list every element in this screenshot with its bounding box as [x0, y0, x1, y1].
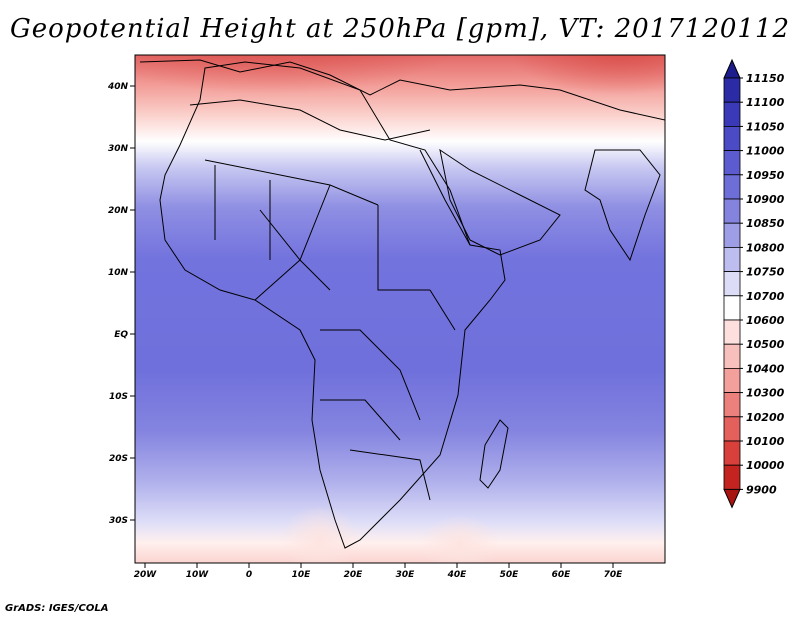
- lon-label-10e: 10E: [292, 570, 312, 580]
- colorbar-swatch: [723, 77, 741, 103]
- colorbar-label: 11100: [746, 96, 785, 109]
- lat-label-20s: 20S: [109, 454, 128, 464]
- colorbar-swatch: [723, 319, 741, 345]
- colorbar-label: 10500: [746, 338, 785, 351]
- lat-label-10n: 10N: [108, 268, 129, 278]
- lon-label-0: 0: [246, 570, 252, 580]
- colorbar-label: 9900: [746, 483, 777, 496]
- lon-label-20e: 20E: [344, 570, 364, 580]
- colorbar-swatch: [723, 367, 741, 393]
- lon-label-40e: 40E: [447, 570, 468, 580]
- colorbar-label: 10600: [746, 314, 785, 327]
- lat-label-20n: 20N: [108, 206, 129, 216]
- colorbar-bottom-arrow: [723, 488, 741, 509]
- colorbar-swatch: [723, 464, 741, 490]
- map-frame: [134, 54, 666, 564]
- colorbar-label: 10750: [746, 266, 785, 279]
- coastlines: [139, 59, 665, 549]
- colorbar-swatch: [723, 174, 741, 200]
- europe-outline: [139, 59, 665, 121]
- lon-label-50e: 50E: [500, 570, 520, 580]
- lat-label-40n: 40N: [107, 82, 129, 92]
- colorbar-swatch: [723, 440, 741, 466]
- lon-label-70e: 70E: [604, 570, 624, 580]
- colorbar-swatch: [723, 126, 741, 152]
- colorbar-label: 10800: [746, 241, 785, 254]
- longitude-axis: 20W 10W 0 10E 20E 30E 40E 50E 60E 70E: [134, 563, 623, 580]
- lat-label-30n: 30N: [108, 144, 129, 154]
- colorbar-label: 10900: [746, 193, 785, 206]
- field-shading: [135, 55, 665, 563]
- india-outline: [584, 149, 661, 262]
- lon-label-60e: 60E: [552, 570, 572, 580]
- colorbar-label: 10950: [746, 169, 785, 182]
- colorbar-label: 10700: [746, 290, 785, 303]
- lon-label-10w: 10W: [186, 570, 210, 580]
- lat-label-eq: EQ: [114, 330, 128, 340]
- colorbar-label: 10850: [746, 217, 785, 230]
- africa-coastline: [159, 61, 506, 549]
- colorbar-swatch: [723, 392, 741, 418]
- colorbar-swatch: [723, 343, 741, 369]
- latitude-axis: 40N 30N 20N 10N EQ 10S 20S 30S: [107, 82, 135, 526]
- colorbar-label: 11000: [746, 145, 785, 158]
- madagascar-outline: [479, 419, 509, 489]
- grads-credit: GrADS: IGES/COLA: [5, 603, 109, 614]
- colorbar-swatch: [723, 271, 741, 297]
- colorbar-label: 10000: [746, 459, 785, 472]
- colorbar-label: 10400: [746, 362, 785, 375]
- colorbar-swatch: [723, 416, 741, 442]
- colorbar-swatch: [723, 150, 741, 176]
- colorbar-label: 11050: [746, 120, 785, 133]
- colorbar-label: 10100: [746, 435, 785, 448]
- colorbar: 11150 11100 11050 11000 10950 10900 10850 10800…: [723, 58, 785, 509]
- arabia-outline: [439, 148, 561, 256]
- lon-label-20w: 20W: [134, 570, 158, 580]
- mediterranean-line: [189, 99, 431, 141]
- colorbar-swatch: [723, 295, 741, 321]
- lat-label-10s: 10S: [109, 392, 128, 402]
- colorbar-swatch: [723, 222, 741, 248]
- colorbar-label: 10300: [746, 387, 785, 400]
- red-sea-line: [419, 149, 471, 246]
- country-borders: [204, 159, 456, 501]
- colorbar-label: 11150: [746, 72, 785, 85]
- colorbar-swatch: [723, 246, 741, 272]
- map-title: Geopotential Height at 250hPa [gpm], VT:…: [9, 14, 791, 44]
- colorbar-label: 10200: [746, 411, 785, 424]
- lat-label-30s: 30S: [109, 516, 128, 526]
- colorbar-swatch: [723, 198, 741, 224]
- lon-label-30e: 30E: [396, 570, 416, 580]
- colorbar-swatch: [723, 101, 741, 127]
- colorbar-top-arrow: [723, 58, 741, 79]
